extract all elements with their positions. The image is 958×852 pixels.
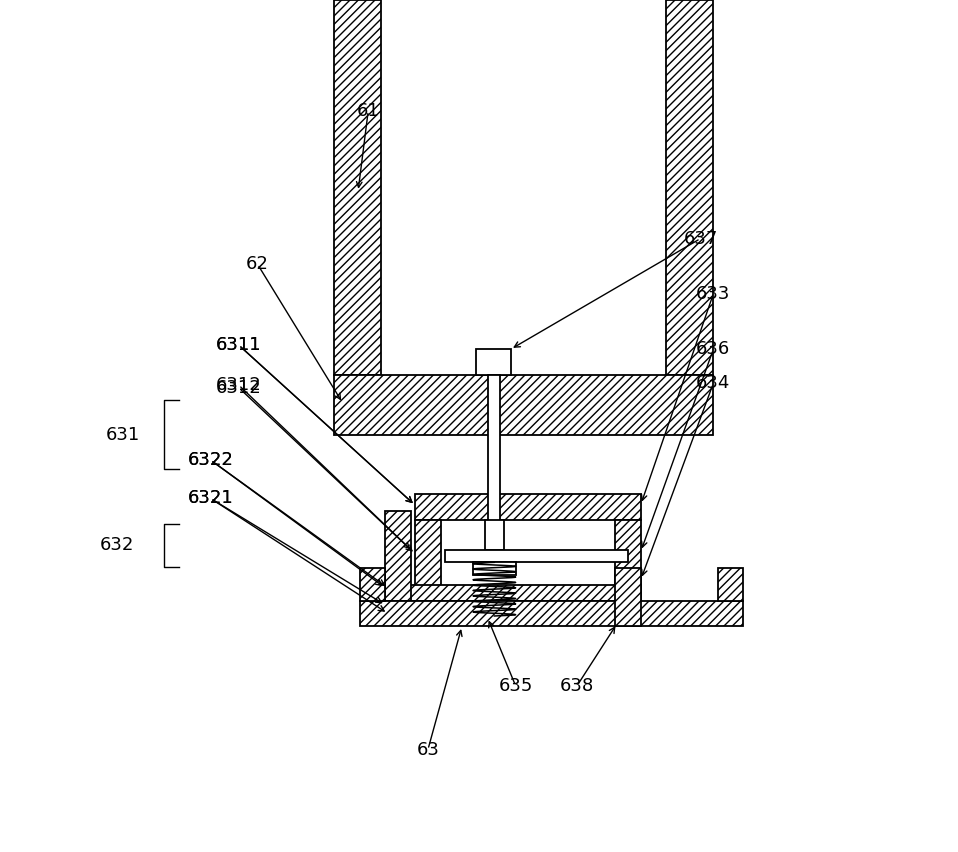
Bar bbox=[667, 0, 714, 375]
Bar bbox=[359, 601, 743, 626]
Text: 61: 61 bbox=[357, 101, 379, 120]
Text: 6312: 6312 bbox=[216, 376, 262, 394]
Text: 63: 63 bbox=[417, 740, 440, 759]
Bar bbox=[334, 375, 714, 435]
Bar bbox=[489, 375, 500, 558]
Bar bbox=[473, 562, 515, 575]
Bar bbox=[415, 494, 641, 520]
Text: 6311: 6311 bbox=[216, 336, 262, 354]
Text: 6321: 6321 bbox=[188, 489, 234, 508]
Text: 6322: 6322 bbox=[188, 451, 234, 469]
Text: 634: 634 bbox=[696, 374, 731, 393]
Bar bbox=[385, 511, 411, 601]
Text: 636: 636 bbox=[696, 340, 730, 359]
Bar bbox=[359, 568, 385, 601]
Bar bbox=[615, 520, 641, 592]
Text: 6312: 6312 bbox=[216, 378, 262, 397]
Bar bbox=[615, 568, 641, 626]
Text: 6322: 6322 bbox=[188, 451, 234, 469]
Text: 632: 632 bbox=[100, 536, 134, 555]
Bar bbox=[445, 550, 628, 562]
Text: 638: 638 bbox=[559, 676, 594, 695]
Text: 6321: 6321 bbox=[188, 489, 234, 508]
Bar bbox=[718, 568, 743, 601]
Bar bbox=[415, 520, 441, 592]
Bar bbox=[334, 0, 381, 375]
Text: 631: 631 bbox=[105, 425, 140, 444]
Text: 62: 62 bbox=[246, 255, 269, 273]
Bar bbox=[485, 520, 504, 550]
Bar bbox=[476, 349, 511, 375]
Bar bbox=[385, 585, 641, 601]
Text: 6311: 6311 bbox=[216, 336, 262, 354]
Text: 635: 635 bbox=[498, 676, 533, 695]
Text: 637: 637 bbox=[683, 229, 718, 248]
Text: 633: 633 bbox=[696, 285, 731, 303]
